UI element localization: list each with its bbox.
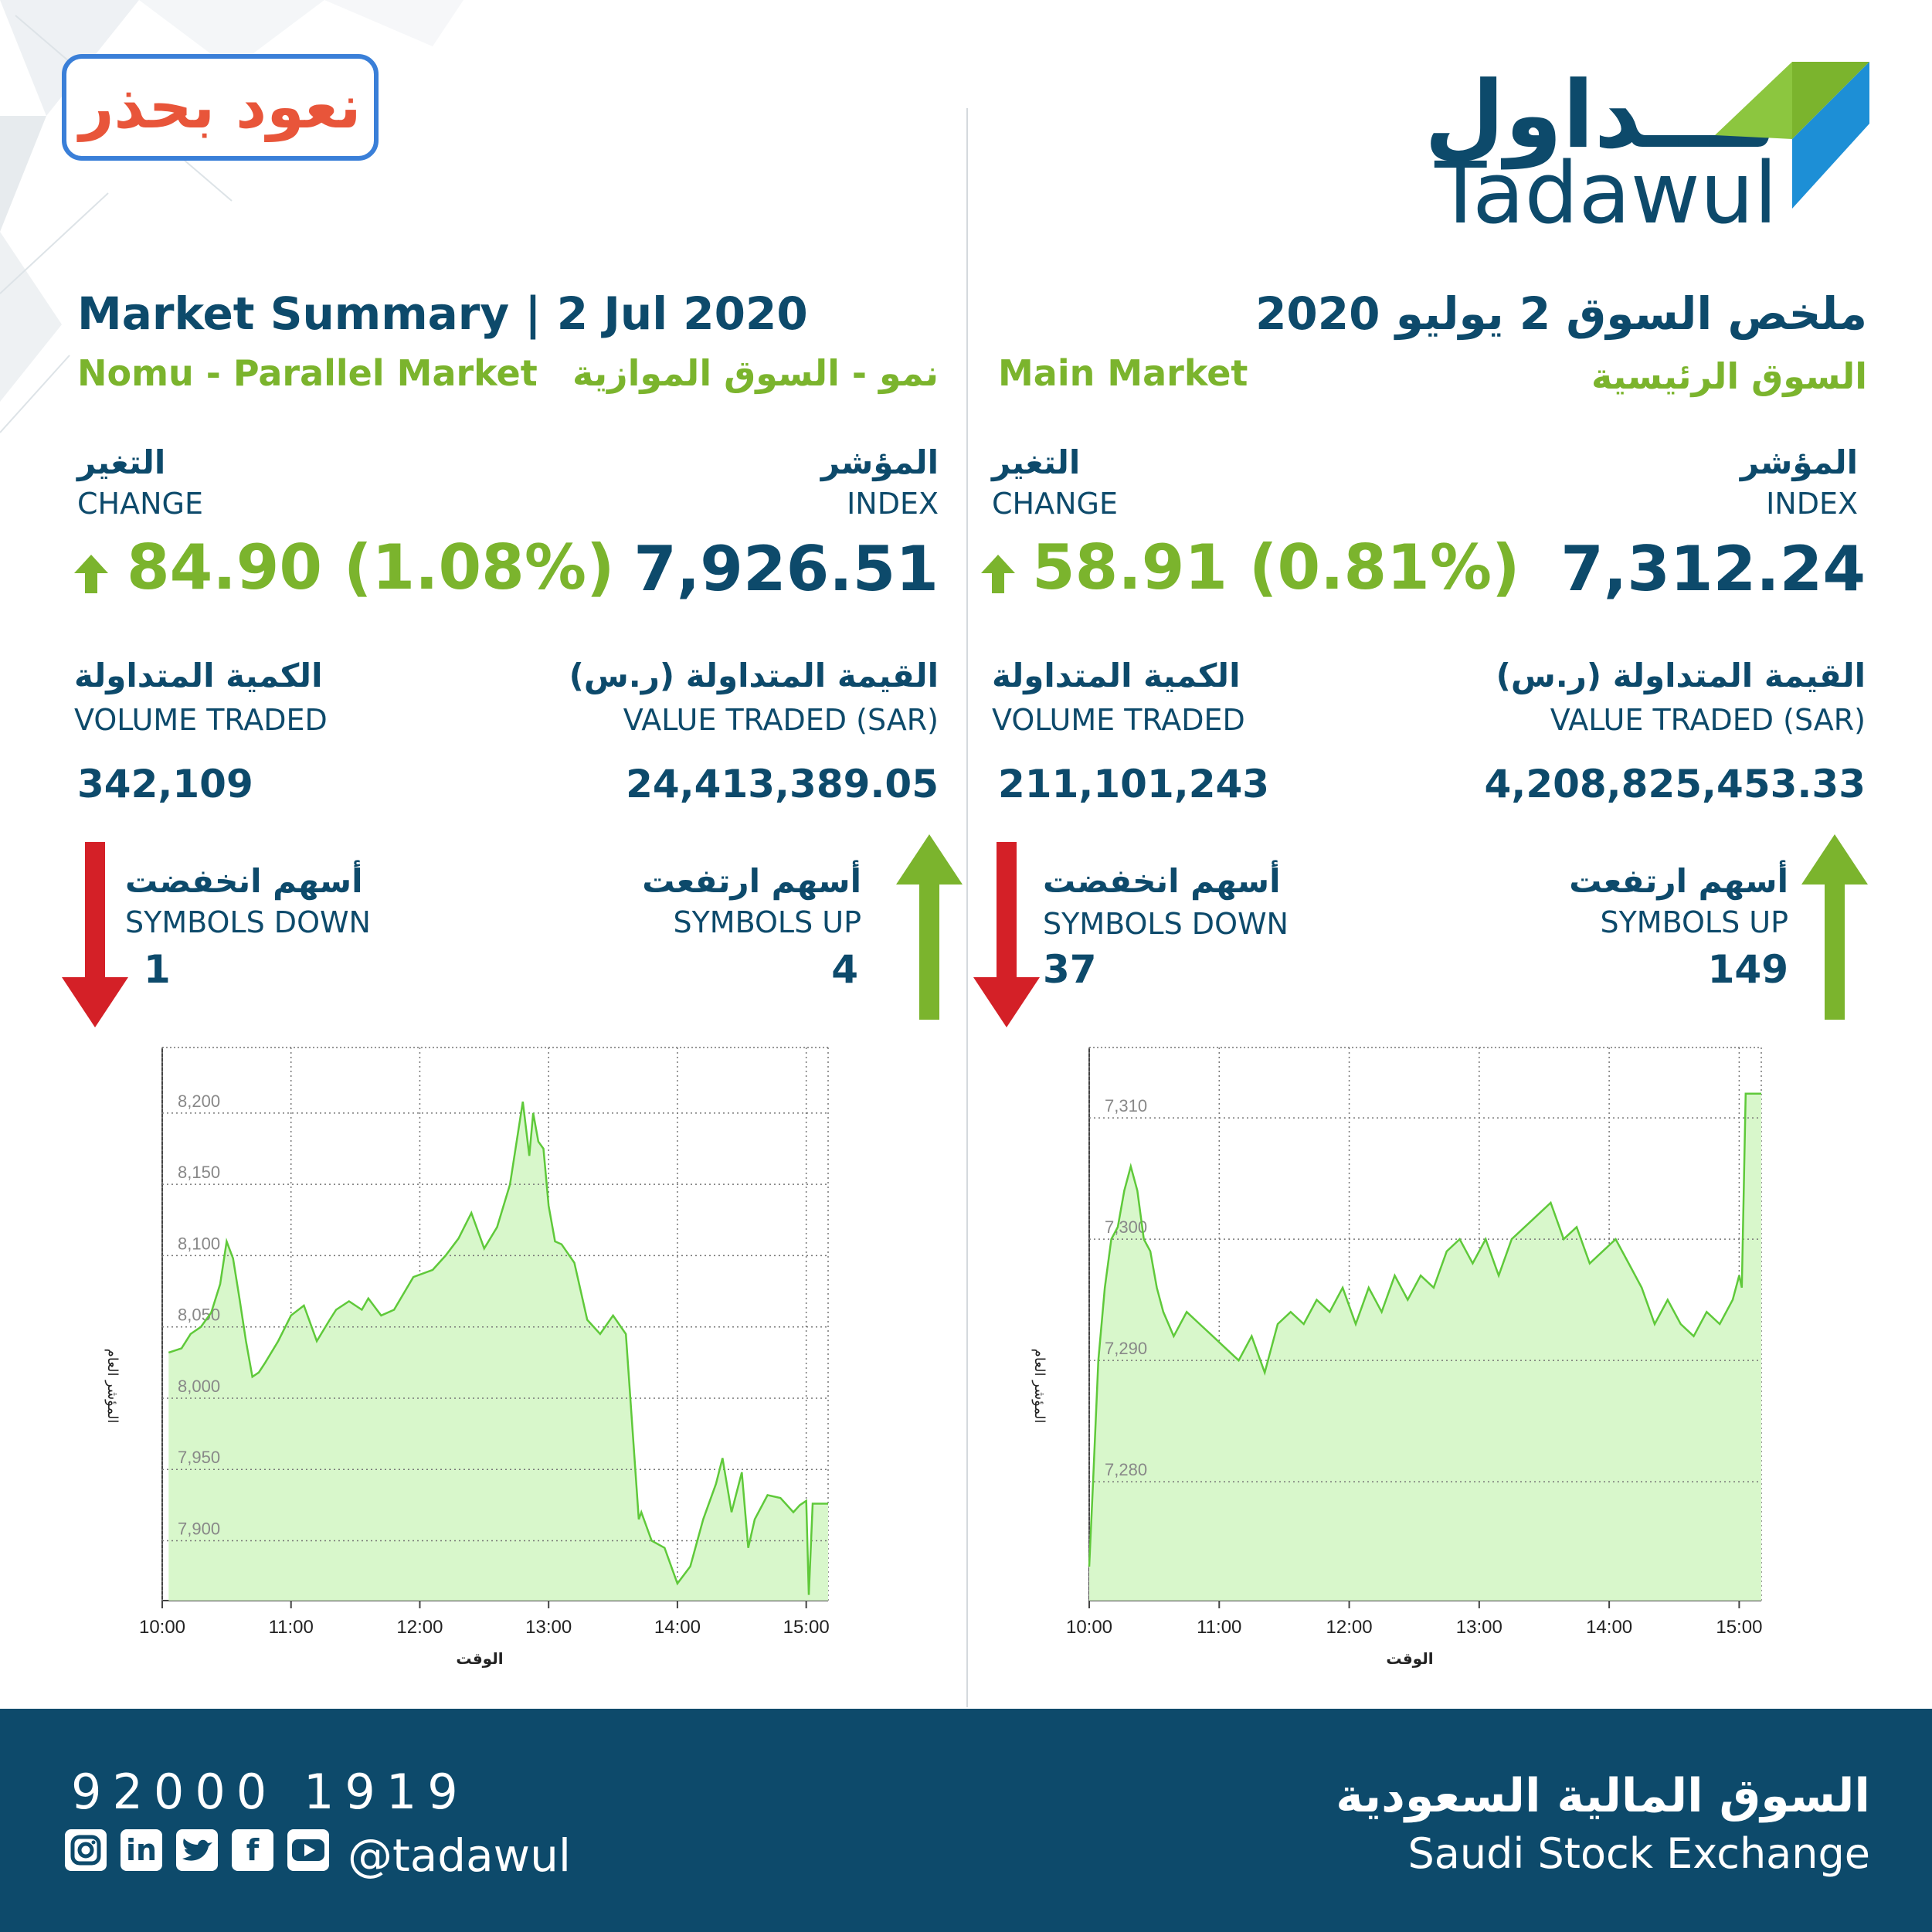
- chart-x-tick-label: 14:00: [654, 1617, 701, 1638]
- right-change-en: CHANGE: [992, 487, 1118, 521]
- left-volume-value: 342,109: [77, 762, 253, 806]
- chart-y-tick-label: 8,000: [178, 1377, 220, 1396]
- left-change-ar: التغير: [77, 443, 166, 481]
- chart-x-tick-label: 11:00: [269, 1617, 314, 1638]
- chart-x-tick-label: 10:00: [1066, 1617, 1112, 1638]
- right-volume-value: 211,101,243: [998, 762, 1270, 806]
- right-volume-ar: الكمية المتداولة: [992, 657, 1241, 694]
- footer-bar: [0, 1709, 1932, 1932]
- nomu-index-chart: 10:00 11:00 12:00 13:00 14:00 15:00 7,900 7,950…: [104, 1047, 830, 1668]
- left-change-en: CHANGE: [77, 487, 203, 521]
- right-up-en: SYMBOLS UP: [1600, 905, 1788, 939]
- chart-y-tick-label: 8,200: [178, 1092, 220, 1111]
- right-down-value: 37: [1043, 947, 1097, 992]
- right-symbols-down-arrow-icon: [973, 842, 1040, 1027]
- column-divider: [966, 108, 968, 1707]
- footer-phone: 92000 1919: [71, 1764, 469, 1820]
- right-market-ar: السوق الرئيسية: [1591, 355, 1867, 397]
- footer-exchange-ar: السوق المالية السعودية: [1336, 1769, 1870, 1823]
- left-index-en: INDEX: [847, 487, 939, 521]
- campaign-badge: نعود بحذر: [62, 54, 379, 161]
- right-up-value: 149: [1707, 947, 1788, 992]
- right-index-value: 7,312.24: [1560, 533, 1866, 605]
- footer-exchange-en: Saudi Stock Exchange: [1407, 1829, 1870, 1878]
- chart-y-tick-label: 7,900: [178, 1519, 220, 1538]
- chart-y-tick-label: 7,300: [1105, 1217, 1147, 1237]
- left-down-en: SYMBOLS DOWN: [125, 905, 371, 939]
- left-symbols-up-arrow-icon: [896, 834, 963, 1020]
- decorative-triangles: [0, 0, 463, 433]
- chart-x-axis-label: الوقت: [1386, 1649, 1433, 1668]
- left-value-value: 24,413,389.05: [626, 762, 939, 806]
- logo-english: Tadawul: [1435, 144, 1778, 243]
- youtube-icon[interactable]: [287, 1829, 329, 1871]
- chart-area-fill: [1089, 1093, 1761, 1601]
- left-index-ar: المؤشر: [820, 443, 939, 481]
- left-value-en: VALUE TRADED (SAR): [623, 703, 939, 737]
- left-change-value: 84.90 (1.08%): [127, 531, 615, 603]
- right-symbols-up-arrow-icon: [1801, 834, 1868, 1020]
- left-up-value: 4: [831, 947, 858, 992]
- chart-y-tick-label: 8,050: [178, 1306, 220, 1325]
- chart-x-tick-label: 15:00: [1716, 1617, 1762, 1638]
- chart-y-tick-label: 8,100: [178, 1234, 220, 1253]
- right-change-value: 58.91 (0.81%): [1032, 531, 1520, 603]
- right-volume-en: VOLUME TRADED: [992, 703, 1245, 737]
- facebook-icon[interactable]: f: [232, 1829, 273, 1871]
- left-volume-ar: الكمية المتداولة: [74, 657, 323, 694]
- left-value-ar: القيمة المتداولة (ر.س): [569, 657, 939, 694]
- left-title: Market Summary | 2 Jul 2020: [77, 287, 808, 340]
- left-change-up-icon: [74, 555, 108, 593]
- left-down-ar: أسهم انخفضت: [125, 862, 363, 900]
- right-value-value: 4,208,825,453.33: [1484, 762, 1866, 806]
- left-market-en: Nomu - Parallel Market: [77, 352, 538, 394]
- right-value-ar: القيمة المتداولة (ر.س): [1496, 657, 1866, 694]
- chart-y-tick-label: 8,150: [178, 1163, 220, 1182]
- left-index-value: 7,926.51: [633, 533, 939, 605]
- footer-handle[interactable]: @tadawul: [348, 1829, 571, 1882]
- chart-y-tick-label: 7,290: [1105, 1339, 1147, 1358]
- chart-series-line: [168, 1101, 828, 1595]
- chart-x-tick-label: 13:00: [525, 1617, 572, 1638]
- chart-x-tick-label: 12:00: [396, 1617, 443, 1638]
- chart-area-fill: [168, 1102, 829, 1601]
- right-up-ar: أسهم ارتفعت: [1569, 862, 1788, 900]
- right-value-en: VALUE TRADED (SAR): [1550, 703, 1866, 737]
- instagram-icon[interactable]: [65, 1829, 107, 1871]
- right-index-ar: المؤشر: [1740, 443, 1858, 481]
- left-up-ar: أسهم ارتفعت: [642, 862, 861, 900]
- right-change-up-icon: [981, 555, 1015, 593]
- chart-y-tick-label: 7,950: [178, 1448, 220, 1467]
- chart-y-axis-label: المؤشر العام: [104, 1349, 121, 1424]
- right-down-en: SYMBOLS DOWN: [1043, 907, 1289, 941]
- twitter-icon[interactable]: [176, 1829, 218, 1871]
- chart-x-tick-label: 12:00: [1326, 1617, 1373, 1638]
- badge-text: نعود بحذر: [79, 73, 362, 142]
- chart-y-axis-label: المؤشر العام: [1031, 1349, 1047, 1424]
- main-index-chart: 10:00 11:00 12:00 13:00 14:00 15:00 7,280 7,290…: [1031, 1047, 1762, 1668]
- right-index-en: INDEX: [1766, 487, 1858, 521]
- left-market-ar: نمو - السوق الموازية: [572, 352, 939, 394]
- left-volume-en: VOLUME TRADED: [74, 703, 328, 737]
- logo-arabic: تـــداول: [1424, 62, 1778, 169]
- right-down-ar: أسهم انخفضت: [1043, 862, 1281, 900]
- chart-x-axis-label: الوقت: [456, 1649, 503, 1668]
- left-up-en: SYMBOLS UP: [673, 905, 861, 939]
- chart-y-tick-label: 7,280: [1105, 1460, 1147, 1479]
- linkedin-icon[interactable]: in: [121, 1829, 162, 1871]
- chart-x-tick-label: 10:00: [139, 1617, 185, 1638]
- chart-x-tick-label: 15:00: [783, 1617, 830, 1638]
- tadawul-logo-icon: [1715, 62, 1869, 209]
- chart-x-tick-label: 13:00: [1456, 1617, 1502, 1638]
- right-market-en: Main Market: [998, 352, 1248, 394]
- right-title: ملخص السوق 2 يوليو 2020: [1255, 287, 1867, 340]
- chart-x-tick-label: 14:00: [1586, 1617, 1632, 1638]
- left-down-value: 1: [144, 947, 171, 992]
- left-symbols-down-arrow-icon: [62, 842, 128, 1027]
- right-change-ar: التغير: [992, 443, 1081, 481]
- chart-x-tick-label: 11:00: [1197, 1617, 1241, 1638]
- chart-y-tick-label: 7,310: [1105, 1096, 1147, 1115]
